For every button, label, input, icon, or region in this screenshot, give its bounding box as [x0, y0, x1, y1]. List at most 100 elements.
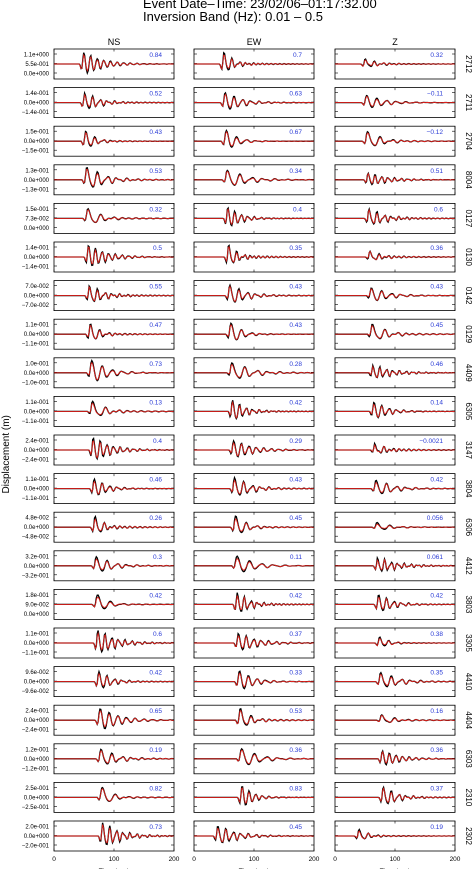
station-label: 3305 [464, 634, 473, 652]
y-tick-label: 0.0e+000 [24, 718, 50, 724]
synthetic-trace [335, 250, 455, 261]
synthetic-trace [194, 208, 314, 226]
variance-reduction-label: 0.42 [149, 592, 162, 599]
panel-6306-z: 0.056 [334, 511, 456, 543]
panel-0129-ew: 0.43 [193, 318, 315, 350]
y-tick-label: 1.5e-001 [25, 207, 49, 213]
panel-2712-z: 0.32 [334, 48, 456, 80]
synthetic-trace [335, 750, 455, 764]
variance-reduction-label: 0.42 [430, 477, 443, 484]
y-tick-label: −1.1e-001 [22, 496, 50, 502]
variance-reduction-label: 0.11 [290, 554, 303, 561]
station-label: 2712 [464, 55, 473, 73]
synthetic-trace [194, 557, 314, 571]
y-tick-label: 5.5e-001 [25, 62, 49, 68]
synthetic-trace [54, 246, 174, 265]
variance-reduction-label: 0.4 [293, 206, 302, 213]
station-label: 4404 [464, 711, 473, 729]
synthetic-trace [194, 363, 314, 378]
synthetic-trace [194, 54, 314, 70]
synthetic-trace [54, 750, 174, 764]
y-tick-label: −9.6e-002 [22, 689, 50, 695]
synthetic-trace [335, 208, 455, 224]
synthetic-trace [194, 518, 314, 532]
variance-reduction-label: 0.42 [149, 670, 162, 677]
y-tick-label: 1.1e-001 [25, 323, 49, 329]
y-tick-label: 0.0e+000 [24, 294, 50, 300]
panel-4410-z: 0.35 [334, 666, 456, 697]
station-label: 6306 [464, 518, 473, 536]
y-tick-label: 0.0e+000 [24, 178, 50, 184]
y-tick-label: −1.1e-001 [22, 651, 50, 657]
variance-reduction-label: −0.0021 [419, 438, 443, 445]
y-tick-label: 0.0e+000 [24, 409, 50, 415]
y-tick-label: −4.8e-002 [22, 535, 50, 541]
y-tick-label: 1.3e-001 [25, 168, 49, 174]
y-tick-label: −1.0e-001 [22, 380, 50, 386]
station-label: 2310 [464, 789, 473, 807]
variance-reduction-label: 0.28 [289, 361, 302, 368]
synthetic-trace [335, 288, 455, 301]
panel-0127-ns: 0.32 [53, 202, 175, 234]
y-tick-label: 0.0e+000 [24, 612, 50, 618]
y-tick-label: 2.5e-001 [25, 786, 49, 792]
variance-reduction-label: 0.45 [289, 515, 302, 522]
x-tick-label: 100 [109, 856, 120, 863]
x-tick-label: 0 [333, 856, 337, 863]
synthetic-trace [54, 440, 174, 459]
variance-reduction-label: 0.35 [289, 245, 302, 252]
y-tick-label: 0.0e+000 [24, 72, 50, 78]
panel-0127-ew: 0.4 [193, 202, 315, 234]
panel-0127-z: 0.6 [334, 202, 456, 234]
synthetic-trace [54, 631, 174, 651]
variance-reduction-label: −0.12 [427, 129, 444, 136]
y-tick-label: 0.0e+000 [24, 757, 50, 763]
panel-3147-z: −0.0021 [334, 434, 456, 466]
station-label: 3147 [464, 441, 473, 459]
variance-reduction-label: 0.6 [434, 206, 443, 213]
y-tick-label: −1.1e-001 [22, 419, 50, 425]
variance-reduction-label: 0.36 [430, 245, 443, 252]
synthetic-trace [54, 209, 174, 223]
y-tick-label: 2.4e-001 [25, 709, 49, 715]
y-tick-label: 0.0e+000 [24, 139, 50, 145]
synthetic-trace [335, 523, 455, 529]
y-tick-label: 0.0e+000 [24, 448, 50, 454]
y-tick-label: −2.0e-001 [22, 844, 50, 850]
synthetic-trace [54, 824, 174, 844]
x-tick-label: 0 [192, 856, 196, 863]
variance-reduction-label: 0.16 [430, 708, 443, 715]
synthetic-trace [335, 325, 455, 339]
station-label: 6303 [464, 750, 473, 768]
panel-4412-ew: 0.11 [193, 550, 315, 582]
synthetic-trace [194, 441, 314, 457]
panel-8004-ns: 0.53 [53, 164, 175, 196]
panel-0142-z: 0.43 [334, 280, 456, 312]
y-tick-label: −2.4e-001 [22, 728, 50, 734]
panel-2302-ns: 0.73 [53, 820, 175, 852]
panel-6306-ew: 0.45 [193, 511, 315, 543]
y-tick-label: 1.4e-001 [25, 246, 49, 252]
variance-reduction-label: 0.42 [430, 592, 443, 599]
panel-3803-ns: 0.42 [53, 589, 175, 620]
y-tick-label: 0.0e+000 [24, 371, 50, 377]
panel-2711-ns: 0.52 [53, 87, 175, 118]
synthetic-trace [54, 325, 174, 340]
variance-reduction-label: 0.7 [293, 52, 302, 59]
y-tick-label: −3.2e-001 [22, 573, 50, 579]
synthetic-trace [335, 172, 455, 184]
column-header-ew: EW [247, 37, 262, 47]
panel-6305-ew: 0.42 [193, 395, 315, 427]
variance-reduction-label: 0.43 [289, 322, 302, 329]
variance-reduction-label: 0.061 [427, 554, 444, 561]
variance-reduction-label: 0.6 [153, 631, 162, 638]
synthetic-trace [54, 788, 174, 802]
panel-8004-z: 0.51 [334, 164, 456, 196]
station-label: 4410 [464, 673, 473, 691]
variance-reduction-label: 0.36 [289, 747, 302, 754]
panel-3804-ns: 0.46 [53, 473, 175, 505]
variance-reduction-label: 0.36 [430, 747, 443, 754]
y-tick-label: −1.4e-001 [22, 110, 50, 116]
synthetic-trace [194, 245, 314, 263]
panel-6303-ew: 0.36 [193, 743, 315, 775]
